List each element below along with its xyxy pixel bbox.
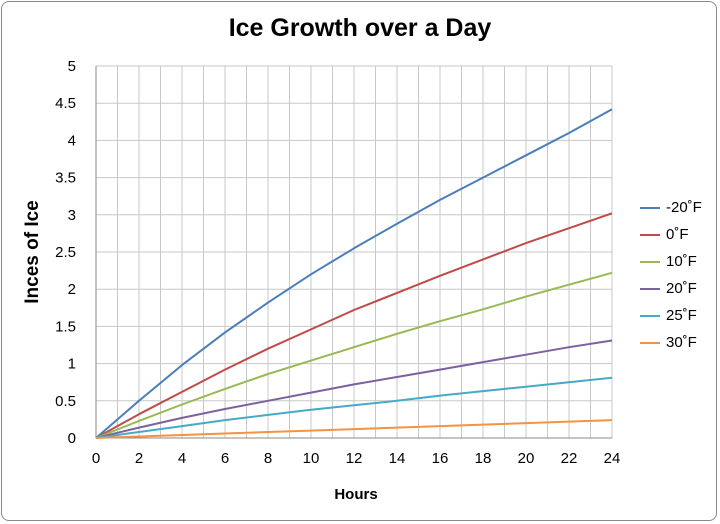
y-tick-label: 3.5 (55, 170, 76, 187)
x-tick-label: 20 (518, 450, 535, 467)
legend-swatch (640, 233, 660, 236)
legend-label: -20˚F (666, 199, 702, 216)
legend-label: 20˚F (666, 280, 697, 297)
y-tick-label: 2.5 (55, 244, 76, 261)
legend-swatch (640, 287, 660, 290)
y-tick-label: 3 (68, 207, 76, 224)
legend-label: 25˚F (666, 307, 697, 324)
series-line-5 (95, 419, 613, 439)
y-tick-label: 0 (68, 430, 76, 447)
legend-item: 10˚F (640, 248, 702, 275)
legend: -20˚F 0˚F 10˚F 20˚F 25˚F 30˚F (640, 194, 702, 356)
y-tick-label: 1 (68, 356, 76, 373)
x-tick-label: 18 (475, 450, 492, 467)
x-tick-label: 10 (303, 450, 320, 467)
legend-swatch (640, 206, 660, 209)
legend-label: 10˚F (666, 253, 697, 270)
legend-swatch (640, 260, 660, 263)
legend-item: 30˚F (640, 329, 702, 356)
series-line-4 (95, 376, 613, 439)
series-line-0 (95, 108, 613, 439)
x-tick-label: 22 (561, 450, 578, 467)
x-tick-label: 16 (432, 450, 449, 467)
legend-item: 0˚F (640, 221, 702, 248)
x-tick-label: 12 (346, 450, 363, 467)
series-line-1 (95, 212, 613, 439)
y-tick-label: 1.5 (55, 318, 76, 335)
x-tick-label: 8 (264, 450, 272, 467)
chart-title: Ice Growth over a Day (228, 14, 492, 42)
x-axis-label: Hours (334, 486, 378, 503)
y-tick-label: 4.5 (55, 95, 76, 112)
x-tick-label: 4 (178, 450, 186, 467)
y-tick-label: 4 (68, 132, 76, 149)
y-tick-label: 5 (68, 58, 76, 75)
x-tick-label: 6 (221, 450, 229, 467)
series-line-2 (95, 271, 613, 439)
x-tick-label: 14 (389, 450, 406, 467)
legend-label: 30˚F (666, 334, 697, 351)
y-tick-label: 2 (68, 281, 76, 298)
series-line-3 (95, 339, 613, 439)
x-tick-label: 0 (92, 450, 100, 467)
y-tick-label: 0.5 (55, 393, 76, 410)
legend-item: 25˚F (640, 302, 702, 329)
legend-item: 20˚F (640, 275, 702, 302)
legend-label: 0˚F (666, 226, 689, 243)
legend-item: -20˚F (640, 194, 702, 221)
x-tick-label: 2 (135, 450, 143, 467)
legend-swatch (640, 314, 660, 317)
legend-swatch (640, 341, 660, 344)
x-tick-label: 24 (604, 450, 621, 467)
